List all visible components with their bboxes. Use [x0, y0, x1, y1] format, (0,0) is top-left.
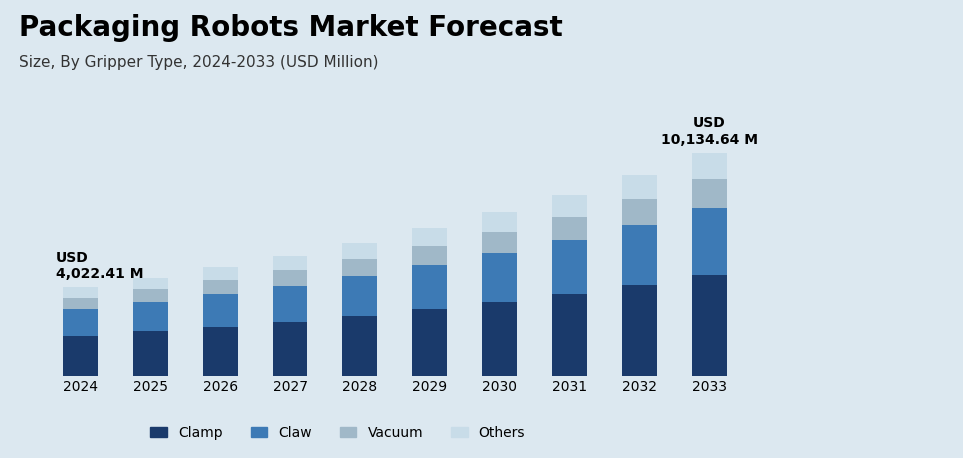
Bar — [622, 285, 657, 376]
Bar — [63, 336, 98, 376]
Bar — [63, 287, 98, 298]
Text: Size, By Gripper Type, 2024-2033 (USD Million): Size, By Gripper Type, 2024-2033 (USD Mi… — [19, 55, 378, 70]
Bar — [202, 327, 238, 376]
Text: Packaging Robots Market Forecast: Packaging Robots Market Forecast — [19, 14, 563, 42]
Text: USD
10,134.64 M: USD 10,134.64 M — [661, 116, 758, 147]
Bar — [552, 294, 587, 376]
Bar — [133, 332, 168, 376]
Bar — [552, 217, 587, 240]
Bar — [622, 175, 657, 199]
Legend: Clamp, Claw, Vacuum, Others: Clamp, Claw, Vacuum, Others — [144, 420, 531, 446]
Bar — [691, 275, 727, 376]
Bar — [273, 270, 307, 285]
Bar — [343, 259, 377, 276]
Bar — [343, 276, 377, 316]
Bar — [133, 278, 168, 289]
Bar — [412, 309, 447, 376]
Bar — [482, 253, 517, 302]
Bar — [482, 213, 517, 232]
Bar — [622, 225, 657, 285]
Bar — [202, 280, 238, 294]
Bar — [133, 302, 168, 332]
Bar — [412, 246, 447, 265]
Bar — [63, 309, 98, 336]
Bar — [552, 195, 587, 217]
Bar — [273, 285, 307, 322]
Bar — [482, 232, 517, 253]
Bar — [552, 240, 587, 294]
Bar — [202, 267, 238, 280]
Bar — [622, 199, 657, 225]
Bar — [273, 256, 307, 270]
Bar — [691, 208, 727, 275]
Bar — [343, 316, 377, 376]
Bar — [412, 228, 447, 246]
Bar — [482, 302, 517, 376]
Bar — [133, 289, 168, 302]
Bar — [691, 180, 727, 208]
Bar — [63, 298, 98, 309]
Bar — [273, 322, 307, 376]
Bar — [343, 243, 377, 259]
Bar — [412, 265, 447, 309]
Text: USD
4,022.41 M: USD 4,022.41 M — [56, 251, 143, 281]
Bar — [202, 294, 238, 327]
Bar — [691, 153, 727, 180]
